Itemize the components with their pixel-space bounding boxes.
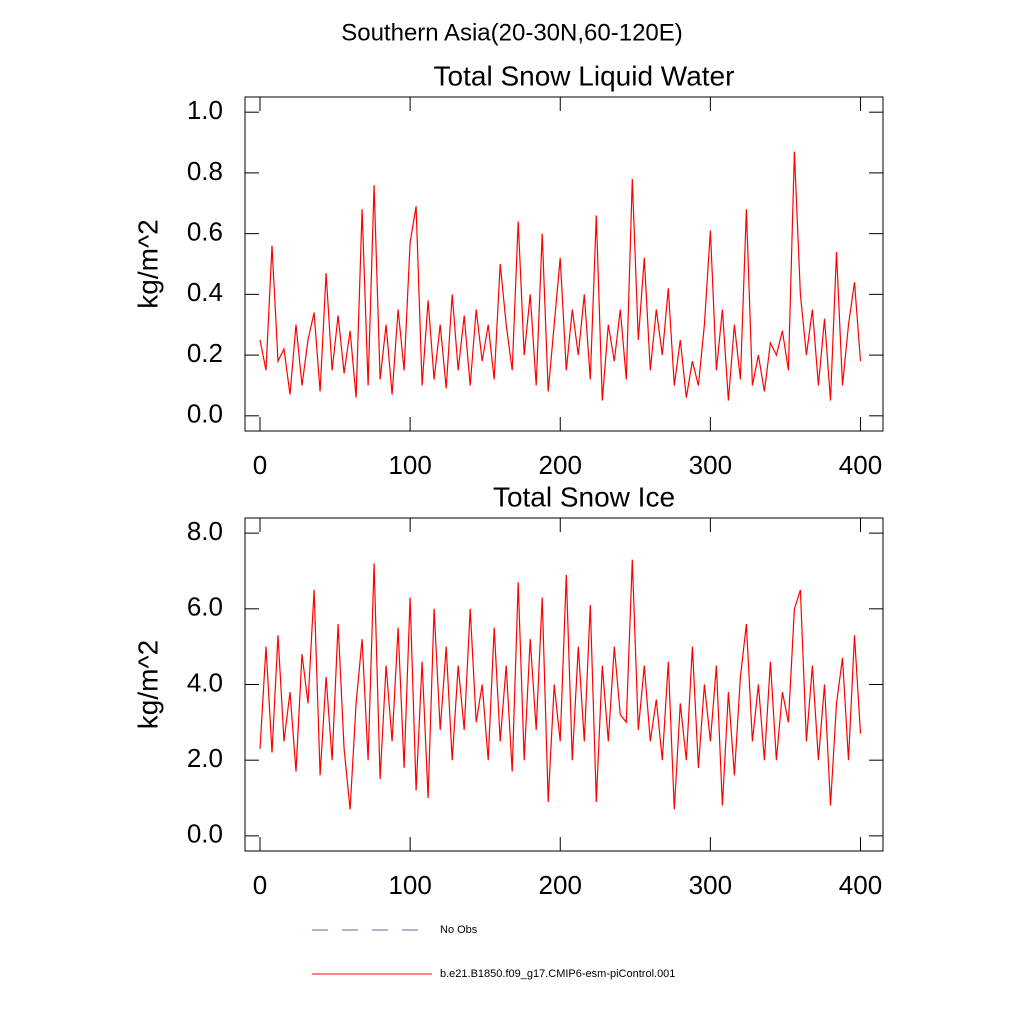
y-tick-label: 0.0: [187, 819, 223, 849]
y-tick-label: 0.4: [187, 277, 223, 307]
y-axis-label: kg/m^2: [132, 219, 163, 308]
chart-title: Total Snow Ice: [493, 481, 675, 512]
y-tick-label: 0.8: [187, 156, 223, 186]
y-tick-label: 4.0: [187, 667, 223, 697]
x-tick-label: 0: [253, 450, 267, 480]
legend-label: No Obs: [440, 924, 478, 936]
y-axis-label: kg/m^2: [132, 640, 163, 729]
legend-label: b.e21.B1850.f09_g17.CMIP6-esm-piControl.…: [440, 968, 675, 980]
chart-title: Total Snow Liquid Water: [434, 60, 735, 91]
y-tick-label: 8.0: [187, 516, 223, 546]
x-tick-label: 100: [388, 450, 431, 480]
data-line: [259, 151, 862, 401]
suptitle: Southern Asia(20-30N,60-120E): [341, 19, 683, 46]
data-line: [259, 559, 862, 810]
x-tick-label: 100: [388, 870, 431, 900]
x-tick-label: 0: [253, 870, 267, 900]
plot-frame: [244, 96, 884, 432]
x-tick-label: 200: [539, 870, 582, 900]
x-tick-label: 400: [839, 450, 882, 480]
x-tick-label: 300: [689, 450, 732, 480]
y-tick-label: 0.2: [187, 338, 223, 368]
y-tick-label: 2.0: [187, 743, 223, 773]
x-tick-label: 400: [839, 870, 882, 900]
x-tick-label: 300: [689, 870, 732, 900]
y-tick-label: 1.0: [187, 95, 223, 125]
y-tick-label: 0.0: [187, 399, 223, 429]
y-tick-label: 0.6: [187, 217, 223, 247]
y-tick-label: 6.0: [187, 592, 223, 622]
x-tick-label: 200: [539, 450, 582, 480]
